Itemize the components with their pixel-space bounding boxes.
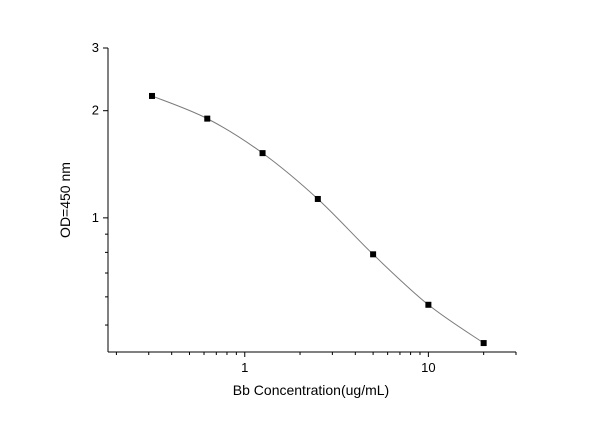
x-tick-label: 10 — [421, 360, 435, 375]
data-point — [425, 301, 432, 308]
data-point — [480, 340, 487, 347]
fit-curve — [151, 95, 484, 344]
data-point — [204, 115, 211, 122]
y-axis-label: OD=450 nm — [57, 162, 73, 238]
fit-curve-layer — [151, 95, 484, 344]
axes: 1 10 1 2 3 — [92, 40, 517, 375]
data-point — [314, 195, 321, 202]
x-tick-label: 1 — [241, 360, 248, 375]
data-point — [148, 92, 155, 99]
x-axis-label: Bb Concentration(ug/mL) — [233, 382, 389, 398]
y-tick-label: 1 — [92, 210, 99, 225]
data-point — [370, 251, 377, 258]
data-point — [259, 150, 266, 157]
data-points-layer — [148, 92, 487, 347]
y-tick-label: 2 — [92, 103, 99, 118]
y-tick-label: 3 — [92, 40, 99, 55]
